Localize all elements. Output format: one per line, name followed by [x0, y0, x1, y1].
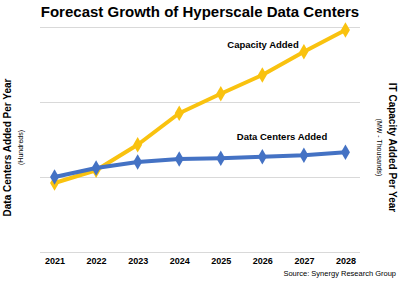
source-note: Source: Synergy Research Group — [283, 269, 396, 278]
x-tick-label: 2023 — [128, 256, 148, 266]
x-tick: 2027 — [294, 256, 314, 266]
x-tick-label: 2028 — [336, 256, 356, 266]
y2-axis-subtitle: (MW - Thousands) — [375, 119, 383, 177]
series-marker — [175, 151, 184, 167]
series-marker — [258, 149, 267, 165]
y-tick — [40, 27, 360, 28]
x-tick: 2023 — [128, 256, 148, 266]
x-tick: 2025 — [211, 256, 231, 266]
y-grid — [40, 28, 360, 253]
y-axis-title: Data Centers Added Per Year — [2, 78, 13, 216]
x-tick: 2028 — [336, 256, 356, 266]
series-marker — [258, 67, 267, 83]
chart-svg: Forecast Growth of Hyperscale Data Cente… — [0, 0, 400, 282]
series-marker — [216, 86, 225, 102]
x-tick-label: 2021 — [45, 256, 65, 266]
chart-title: Forecast Growth of Hyperscale Data Cente… — [41, 3, 359, 20]
y2-axis-title: IT Capacity Added Per Year — [387, 83, 398, 213]
y-axis-subtitle: (Hundreds) — [17, 130, 25, 165]
series-marker — [299, 147, 308, 163]
chart-container: Forecast Growth of Hyperscale Data Cente… — [0, 0, 400, 282]
x-tick: 2021 — [45, 256, 65, 266]
series-marker — [341, 144, 350, 160]
series-label: Data Centers Added — [237, 131, 328, 142]
x-axis: 2021 2022 2023 2024 2025 2026 2027 2028 — [45, 256, 356, 266]
grid-line — [40, 177, 360, 178]
x-tick-label: 2022 — [87, 256, 107, 266]
series-marker — [50, 169, 59, 185]
x-tick-label: 2025 — [211, 256, 231, 266]
series-marker — [92, 160, 101, 176]
series-marker — [216, 150, 225, 166]
x-tick: 2022 — [87, 256, 107, 266]
series-marker — [341, 22, 350, 38]
grid-line — [40, 27, 360, 28]
series-marker — [133, 137, 142, 153]
series-marker — [133, 154, 142, 170]
series-line — [55, 30, 346, 183]
plot-area — [50, 22, 350, 191]
series-marker — [175, 105, 184, 121]
series-label: Capacity Added — [227, 39, 299, 50]
x-tick-label: 2024 — [170, 256, 190, 266]
x-tick: 2024 — [170, 256, 190, 266]
y-tick — [40, 177, 360, 178]
series-marker — [299, 44, 308, 60]
x-tick-label: 2026 — [253, 256, 273, 266]
x-tick: 2026 — [253, 256, 273, 266]
x-tick-label: 2027 — [294, 256, 314, 266]
y-tick — [40, 252, 360, 253]
grid-line — [40, 252, 360, 253]
